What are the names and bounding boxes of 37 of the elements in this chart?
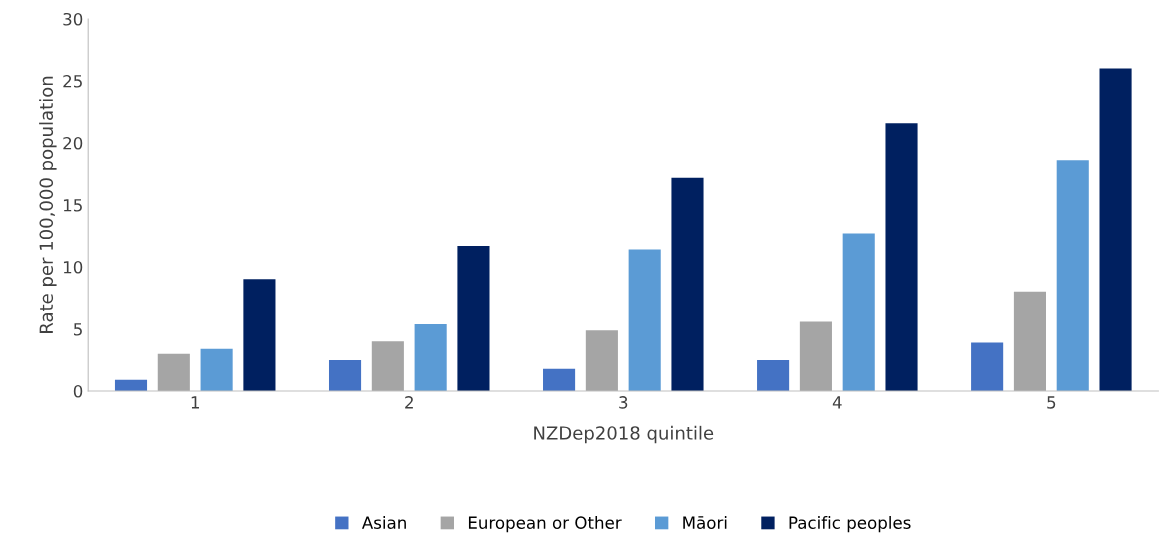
y-axis-title: Rate per 100,000 population xyxy=(39,76,57,333)
bar xyxy=(885,123,918,391)
y-tick-label: 30 xyxy=(63,12,83,26)
bar xyxy=(971,342,1004,391)
bar xyxy=(200,348,233,391)
legend-label: European or Other xyxy=(468,516,622,533)
bar xyxy=(799,321,832,391)
bar xyxy=(457,245,490,391)
bar xyxy=(543,368,576,391)
bar xyxy=(328,359,362,391)
bar xyxy=(1056,160,1089,391)
bar xyxy=(157,353,190,391)
x-axis-title: NZDep2018 quintile xyxy=(534,425,714,444)
x-tick-label: 4 xyxy=(832,396,842,409)
bar xyxy=(842,233,875,391)
bar xyxy=(757,359,790,391)
y-tick-label: 0 xyxy=(73,384,83,398)
x-tick-label: 3 xyxy=(619,396,628,409)
bar xyxy=(243,279,276,391)
x-tick-label: 2 xyxy=(405,396,413,409)
y-tick-label: 10 xyxy=(63,260,83,274)
bar xyxy=(585,330,618,391)
x-tick-label: 1 xyxy=(191,396,199,409)
legend-label: Asian xyxy=(361,516,406,529)
y-tick-label: 5 xyxy=(74,323,82,336)
y-tick-label: 20 xyxy=(63,136,83,150)
bar xyxy=(1099,68,1132,391)
y-tick-label: 25 xyxy=(63,74,82,88)
bar xyxy=(1013,291,1046,391)
bar xyxy=(371,341,404,391)
x-tick-label: 5 xyxy=(1047,396,1056,409)
bar xyxy=(628,249,661,391)
bar xyxy=(671,177,704,391)
bar xyxy=(414,324,447,391)
legend-label: Pacific peoples xyxy=(789,516,911,533)
legend-label: Māori xyxy=(683,516,727,529)
y-tick-label: 15 xyxy=(63,199,82,212)
